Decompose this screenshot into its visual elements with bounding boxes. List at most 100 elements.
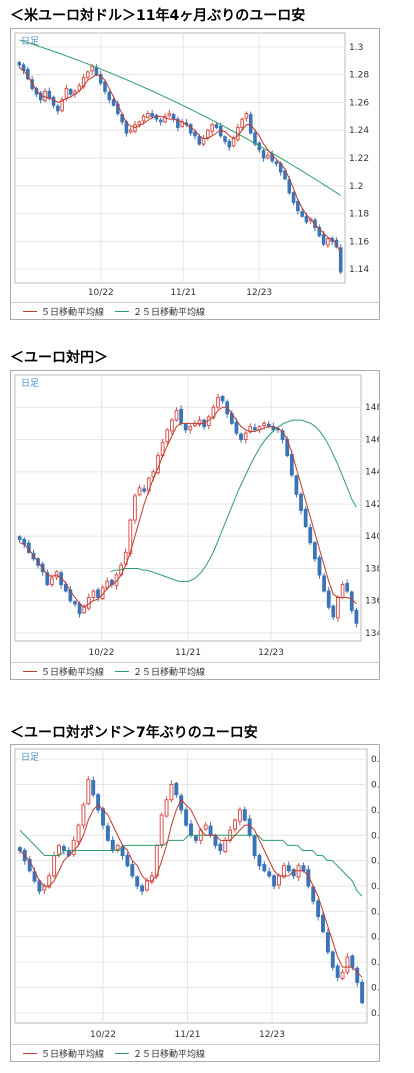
y-tick-label: 136 — [365, 597, 379, 607]
legend-ma25-label: ２５日移動平均線 — [133, 668, 206, 678]
ma5-line — [19, 67, 342, 253]
y-tick-label: 144 — [365, 468, 379, 478]
candle-body — [159, 814, 164, 845]
candle-body — [42, 885, 47, 891]
x-tick-label: 10/22 — [90, 1030, 116, 1040]
y-tick-label: 138 — [365, 564, 379, 574]
candle-body — [56, 105, 60, 112]
candle-body — [98, 74, 103, 84]
candle-body — [331, 605, 336, 618]
candle-body — [304, 215, 309, 223]
candle-body — [140, 885, 145, 892]
legend-ma25: ２５日移動平均線 — [115, 305, 205, 318]
candle-body — [73, 601, 77, 605]
candle-body — [45, 572, 50, 586]
chart-2-title: ＜ユーロ対円＞ — [10, 350, 108, 366]
candle-body — [325, 932, 330, 953]
candle-body — [326, 238, 330, 246]
candle-body — [82, 606, 87, 614]
candle-body — [125, 855, 130, 867]
candle-body — [335, 965, 340, 978]
candle-body — [340, 971, 345, 979]
legend-ma5-swatch — [23, 311, 37, 312]
candle-body — [51, 96, 56, 106]
candle-body — [336, 596, 340, 619]
legend-ma5-swatch — [23, 671, 37, 672]
legend-ma5-label: ５日移動平均線 — [41, 308, 105, 318]
candle-body — [150, 113, 154, 117]
y-tick-label: 148 — [365, 403, 379, 413]
chart-1-title: ＜米ユーロ対ドル＞11年4ヶ月ぶりのユーロ安 — [10, 8, 306, 24]
legend-ma25-swatch — [115, 311, 129, 312]
candle-body — [47, 875, 52, 888]
legend-ma5-label: ５日移動平均線 — [41, 668, 105, 678]
y-tick-label: 0.775 — [371, 907, 379, 917]
candle-body — [303, 508, 308, 528]
candle-body — [63, 584, 68, 592]
candle-body — [240, 118, 244, 128]
candle-body — [145, 880, 149, 891]
candle-body — [124, 121, 129, 134]
candle-body — [197, 136, 202, 145]
candle-body — [274, 161, 279, 165]
candle-body — [141, 115, 146, 122]
candle-body — [330, 951, 335, 968]
x-tick-label: 12/23 — [246, 288, 272, 298]
candle-body — [193, 131, 197, 137]
candle-body — [188, 426, 193, 431]
candle-body — [169, 419, 174, 432]
candle-body — [174, 409, 179, 421]
candle-body — [184, 809, 189, 826]
candle-body — [360, 981, 365, 1004]
candle-body — [43, 90, 47, 102]
candle-body — [76, 824, 81, 842]
candle-body — [107, 91, 112, 101]
y-tick-label: 0.78 — [371, 882, 379, 892]
candle-body — [206, 129, 210, 139]
candle-body — [253, 132, 257, 145]
y-tick-label: 1.26 — [349, 98, 369, 108]
candle-body — [68, 589, 73, 602]
x-tick-label: 10/22 — [88, 288, 114, 298]
chart-2-legend: ５日移動平均線 ２５日移動平均線 — [11, 662, 379, 679]
candle-body — [345, 956, 350, 973]
candle-body — [52, 855, 57, 877]
candle-body — [91, 590, 96, 598]
y-tick-label: 134 — [365, 629, 379, 639]
x-tick-label: 11/21 — [175, 648, 201, 658]
candle-body — [308, 527, 313, 544]
candle-body — [86, 71, 90, 78]
y-tick-label: 142 — [365, 500, 379, 510]
candle-body — [242, 809, 247, 821]
y-tick-label: 0.765 — [371, 958, 379, 968]
candle-body — [27, 859, 32, 872]
legend-ma25: ２５日移動平均線 — [115, 1047, 205, 1060]
candle-body — [96, 589, 100, 598]
candle-body — [261, 150, 266, 159]
candle-body — [60, 99, 64, 112]
x-tick-label: 11/21 — [170, 288, 196, 298]
y-tick-label: 1.18 — [349, 210, 369, 220]
y-tick-label: 1.24 — [349, 126, 369, 136]
legend-ma25-label: ２５日移動平均線 — [133, 308, 206, 318]
candle-body — [210, 124, 214, 132]
candle-body — [270, 153, 274, 162]
chart-2-panel: 134 136 138 140 142 144 146 148 10/22 11/21 12/23 日… — [10, 370, 380, 680]
y-tick-label: 1.22 — [349, 154, 369, 164]
timeframe-label: 日足 — [21, 378, 39, 389]
candle-body — [237, 809, 242, 822]
candle-body — [105, 825, 110, 841]
candle-body — [211, 406, 216, 419]
candle-body — [128, 129, 133, 133]
candle-body — [61, 846, 66, 851]
candle-body — [231, 138, 236, 147]
candle-body — [208, 825, 213, 836]
candle-body — [135, 876, 140, 887]
candle-body — [349, 591, 354, 611]
candle-body — [77, 603, 82, 615]
candle-body — [130, 864, 135, 877]
candle-body — [142, 488, 147, 492]
candle-body — [227, 140, 232, 148]
candle-body — [111, 99, 116, 106]
candle-body — [218, 843, 223, 851]
